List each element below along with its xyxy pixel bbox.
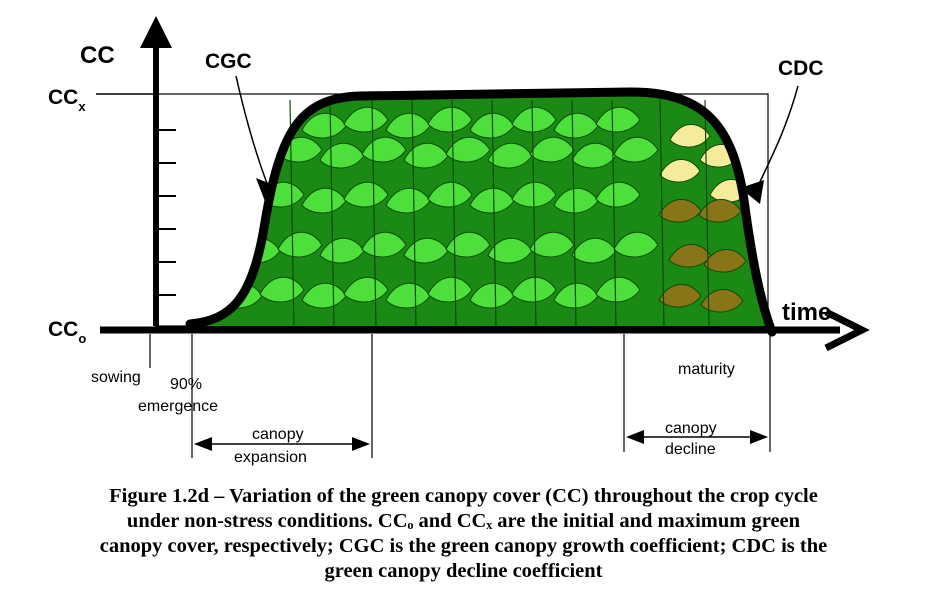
expansion-arrow-right bbox=[352, 437, 370, 451]
cco-label: CCo bbox=[48, 318, 86, 346]
leaf bbox=[427, 106, 473, 133]
leaf bbox=[613, 136, 659, 163]
ccx-label: CCx bbox=[48, 86, 86, 114]
leaf bbox=[595, 181, 641, 208]
leaf bbox=[277, 231, 323, 258]
leaf bbox=[343, 181, 389, 208]
expansion-label-1: canopy bbox=[252, 426, 304, 443]
y-axis-ticks bbox=[156, 129, 176, 296]
decline-arrow-left bbox=[626, 430, 644, 444]
y-axis-arrowhead bbox=[140, 16, 172, 48]
plant-stem bbox=[491, 99, 497, 329]
caption-line-1: Figure 1.2d – Variation of the green can… bbox=[109, 485, 818, 507]
decline-label-2: decline bbox=[665, 441, 716, 458]
plant-stem bbox=[571, 99, 577, 329]
cgc-arrowhead bbox=[256, 178, 276, 204]
leaf bbox=[669, 124, 711, 148]
plant-stem bbox=[451, 99, 457, 329]
emergence-pct-label: 90% bbox=[170, 376, 202, 393]
cgc-pointer bbox=[235, 75, 269, 187]
leaf bbox=[427, 276, 473, 303]
plant-stem bbox=[704, 99, 710, 329]
decline-arrow-right bbox=[750, 430, 768, 444]
leaf bbox=[658, 284, 702, 308]
sowing-label: sowing bbox=[91, 369, 141, 386]
x-axis-arrowhead bbox=[824, 308, 870, 352]
leaf bbox=[445, 136, 491, 163]
cdc-arrowhead bbox=[740, 180, 764, 204]
y-axis-label: CC bbox=[80, 42, 115, 69]
expansion-label-2: expansion bbox=[234, 449, 307, 466]
leaf bbox=[529, 136, 575, 163]
cdc-label: CDC bbox=[778, 57, 824, 80]
leaf bbox=[700, 289, 744, 313]
plant-stem bbox=[411, 99, 417, 329]
plant-stem bbox=[531, 99, 537, 329]
leaf bbox=[511, 106, 557, 133]
caption-line-3: canopy cover, respectively; CGC is the g… bbox=[99, 535, 828, 557]
leaf bbox=[427, 181, 473, 208]
caption-line-2: under non-stress conditions. CCₒ and CCₓ… bbox=[126, 510, 801, 532]
leaf bbox=[595, 106, 641, 133]
cgc-label: CGC bbox=[205, 50, 252, 73]
leaf bbox=[445, 231, 491, 258]
leaf bbox=[343, 276, 389, 303]
plant-stem bbox=[611, 99, 617, 329]
caption-line-4: green canopy decline coefficient bbox=[324, 560, 603, 582]
figure-caption: Figure 1.2d – Variation of the green can… bbox=[0, 484, 927, 584]
decline-label-1: canopy bbox=[665, 420, 717, 437]
plant-stem bbox=[329, 99, 335, 329]
leaf bbox=[659, 159, 701, 183]
canopy-curve bbox=[185, 87, 777, 337]
leaf bbox=[595, 276, 641, 303]
plant-stem bbox=[659, 99, 665, 329]
leaf bbox=[511, 276, 557, 303]
cdc-pointer bbox=[757, 85, 799, 187]
leaf bbox=[343, 106, 389, 133]
expansion-arrow-left bbox=[194, 437, 212, 451]
leaf bbox=[613, 231, 659, 258]
plant-stem bbox=[371, 99, 377, 329]
canopy-cover-diagram: CC CCx CCo time CGC CDC sowing 90% emerg… bbox=[48, 16, 870, 466]
leaf bbox=[703, 249, 747, 273]
x-axis-label: time bbox=[782, 299, 831, 326]
leaf bbox=[217, 112, 263, 139]
leaf bbox=[217, 187, 263, 214]
emergence-label: emergence bbox=[138, 398, 218, 415]
maturity-label: maturity bbox=[678, 361, 735, 378]
